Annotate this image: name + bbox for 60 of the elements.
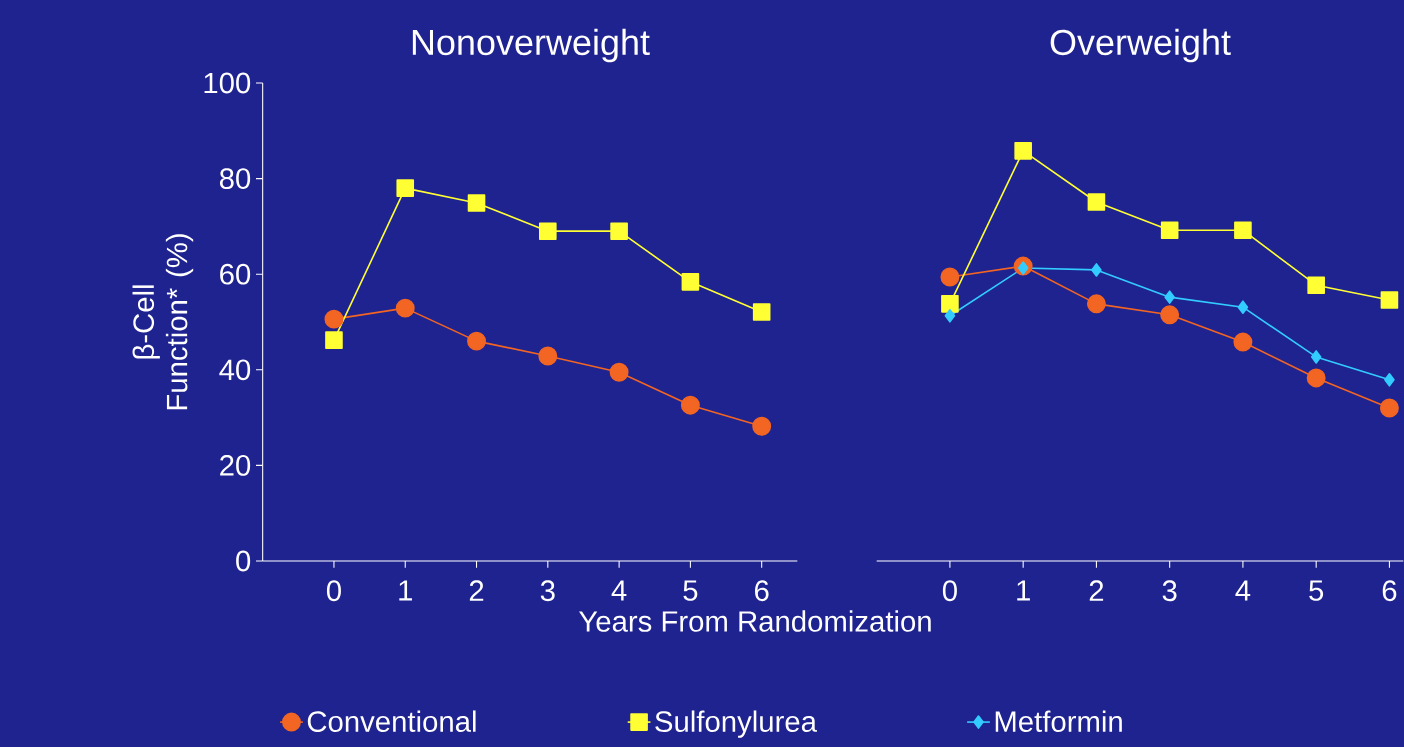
chart-title: Overweight (1050, 28, 1231, 63)
point (752, 416, 772, 436)
point (538, 346, 558, 366)
point (944, 308, 956, 323)
legend-label: Sulfonylurea (655, 710, 817, 738)
x-tick-label: 1 (1017, 580, 1030, 601)
x-tick-label: 6 (755, 580, 769, 602)
y-tick-label: 80 (219, 168, 251, 189)
x-tick-label: 5 (683, 580, 698, 601)
point (941, 295, 959, 313)
x-tick-label: 0 (326, 580, 341, 602)
x-tick-label: 4 (611, 580, 627, 601)
point (1233, 332, 1253, 352)
x-tick-label: 5 (1309, 580, 1324, 601)
point (610, 222, 628, 240)
point (1091, 263, 1102, 277)
point (325, 331, 343, 349)
point (1160, 221, 1179, 240)
point (1306, 368, 1326, 388)
point (1379, 398, 1399, 418)
x-tick-label: 3 (540, 580, 555, 602)
point (1164, 290, 1175, 304)
y-tick-label: 20 (220, 455, 251, 476)
point (1086, 294, 1106, 314)
x-tick-label: 2 (469, 580, 484, 601)
x-axis-title: Years From Randomization (579, 610, 931, 632)
point (752, 303, 771, 321)
x-tick-label: 0 (942, 580, 957, 602)
point (1087, 193, 1106, 211)
point (1380, 291, 1399, 309)
chart-title: Nonoverweight (412, 28, 650, 63)
point (1234, 221, 1252, 240)
x-tick-label: 4 (1235, 580, 1251, 601)
point (395, 298, 415, 318)
point (324, 309, 344, 329)
legend-label: Metformin (995, 710, 1122, 733)
y-tick-label: 100 (204, 72, 251, 94)
point (1160, 305, 1180, 325)
point (1014, 142, 1032, 160)
point (1310, 350, 1322, 364)
x-tick-label: 6 (1382, 580, 1397, 602)
y-tick-label: 40 (219, 359, 251, 381)
point (539, 222, 557, 240)
y-tick-label: 60 (220, 263, 251, 285)
x-tick-label: 3 (1162, 580, 1177, 602)
y-axis-title: β-Cell Function* (%) (132, 234, 194, 410)
x-tick-label: 1 (399, 580, 412, 601)
legend-label: Conventional (307, 710, 476, 733)
x-tick-label: 2 (1089, 580, 1104, 601)
point (396, 179, 415, 197)
point (1307, 276, 1325, 294)
point (681, 273, 700, 291)
point (1384, 373, 1395, 387)
point (940, 267, 960, 287)
point (1237, 300, 1249, 314)
point (609, 362, 629, 382)
point (680, 395, 700, 415)
y-tick-label: 0 (236, 550, 251, 572)
point (467, 194, 486, 212)
point (467, 331, 486, 351)
